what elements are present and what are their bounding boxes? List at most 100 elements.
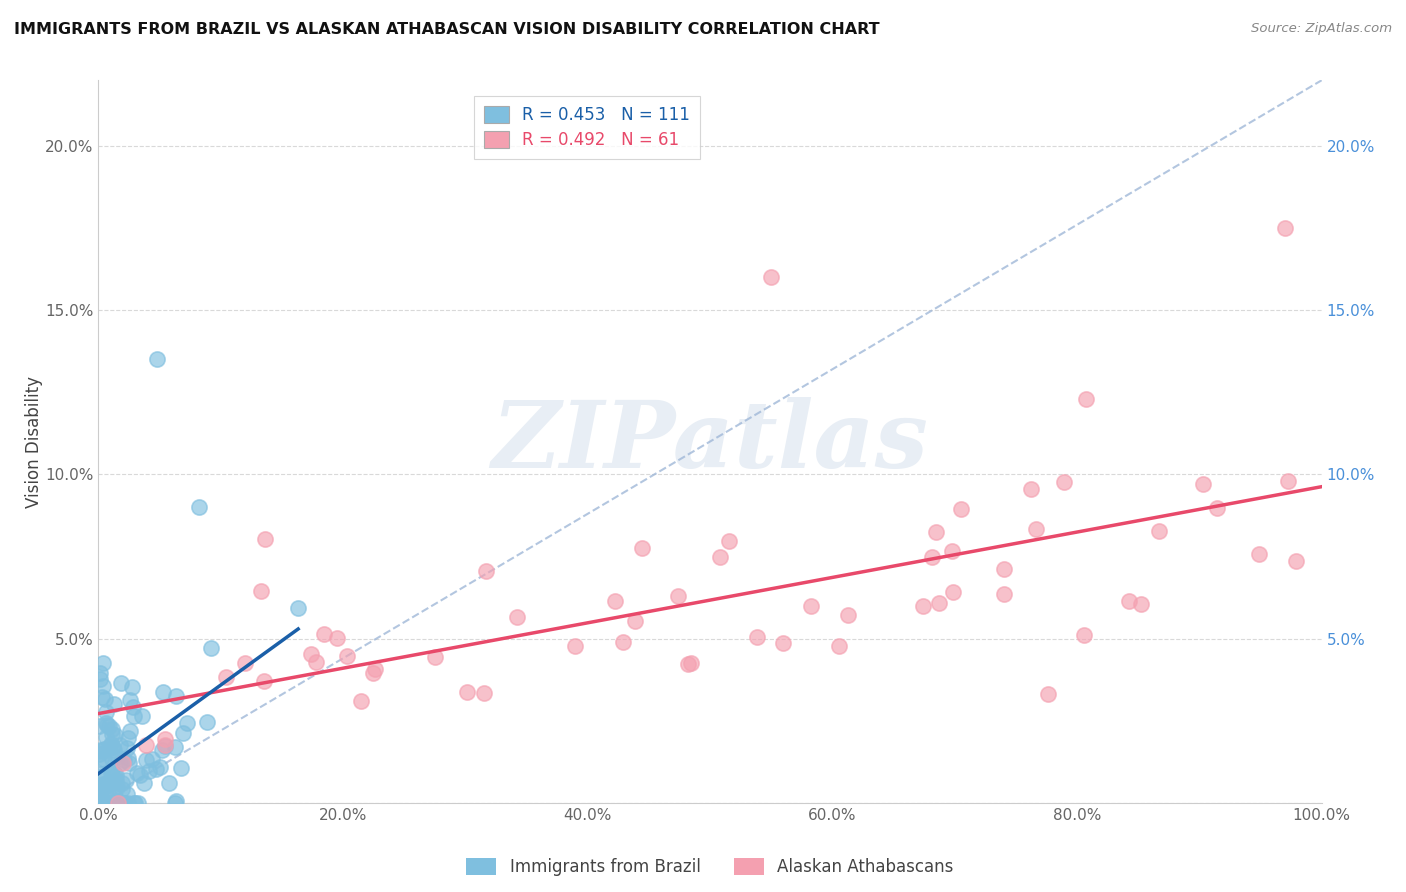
Point xyxy=(100,737,122,751)
Point xyxy=(717,533,740,548)
Point xyxy=(165,794,187,808)
Point xyxy=(1206,500,1229,515)
Point xyxy=(89,789,111,804)
Point xyxy=(326,632,349,646)
Point xyxy=(149,760,172,774)
Point xyxy=(93,752,115,766)
Point xyxy=(146,352,169,367)
Point xyxy=(233,656,256,670)
Point xyxy=(475,564,498,578)
Point xyxy=(761,270,783,285)
Point xyxy=(104,796,127,810)
Point xyxy=(91,780,114,795)
Point xyxy=(1247,547,1270,561)
Point xyxy=(631,541,654,555)
Point xyxy=(336,649,359,664)
Point xyxy=(94,777,117,791)
Point xyxy=(114,753,136,767)
Point xyxy=(155,738,177,752)
Point xyxy=(253,674,276,689)
Point xyxy=(87,747,110,761)
Point xyxy=(150,743,173,757)
Point xyxy=(127,796,149,810)
Point xyxy=(97,779,120,793)
Point xyxy=(1274,221,1296,235)
Point xyxy=(93,741,115,756)
Point xyxy=(305,655,328,669)
Point xyxy=(1192,476,1215,491)
Point xyxy=(103,766,125,780)
Point xyxy=(506,610,529,624)
Point xyxy=(91,657,114,671)
Point xyxy=(105,780,128,794)
Point xyxy=(97,796,120,810)
Text: IMMIGRANTS FROM BRAZIL VS ALASKAN ATHABASCAN VISION DISABILITY CORRELATION CHART: IMMIGRANTS FROM BRAZIL VS ALASKAN ATHABA… xyxy=(14,22,880,37)
Point xyxy=(131,709,153,723)
Point xyxy=(165,689,187,703)
Point xyxy=(110,796,132,810)
Point xyxy=(942,585,965,599)
Point xyxy=(104,789,127,804)
Point xyxy=(921,550,943,565)
Point xyxy=(107,794,129,808)
Point xyxy=(135,753,157,767)
Point xyxy=(145,762,167,776)
Point xyxy=(603,594,626,608)
Point xyxy=(1118,594,1140,608)
Point xyxy=(100,767,122,781)
Point xyxy=(115,772,138,787)
Point xyxy=(676,657,699,672)
Point xyxy=(456,685,478,699)
Point xyxy=(124,796,146,810)
Point xyxy=(98,740,121,755)
Point xyxy=(666,589,689,603)
Point xyxy=(772,635,794,649)
Point xyxy=(195,715,218,730)
Point xyxy=(122,709,145,723)
Point xyxy=(90,767,112,781)
Point xyxy=(89,788,111,802)
Point xyxy=(176,716,198,731)
Point xyxy=(110,676,132,690)
Point xyxy=(564,640,586,654)
Point xyxy=(115,741,138,756)
Point xyxy=(89,743,111,757)
Point xyxy=(111,781,134,796)
Point xyxy=(105,750,128,764)
Point xyxy=(155,739,177,754)
Point xyxy=(122,796,145,810)
Point xyxy=(105,772,128,787)
Point xyxy=(107,796,129,810)
Point xyxy=(928,596,950,610)
Point xyxy=(115,788,138,802)
Point xyxy=(101,722,124,736)
Point xyxy=(132,776,155,790)
Point xyxy=(1073,628,1095,642)
Point xyxy=(117,750,139,764)
Point xyxy=(745,630,768,644)
Point xyxy=(91,777,114,791)
Point xyxy=(312,627,335,641)
Point xyxy=(110,776,132,790)
Point xyxy=(1285,554,1308,568)
Point xyxy=(1025,521,1047,535)
Point xyxy=(301,647,323,661)
Point xyxy=(254,532,277,546)
Point xyxy=(108,756,131,770)
Point xyxy=(122,700,145,714)
Point xyxy=(97,787,120,801)
Point xyxy=(1149,524,1171,538)
Point xyxy=(157,776,180,790)
Point xyxy=(924,524,946,539)
Text: Source: ZipAtlas.com: Source: ZipAtlas.com xyxy=(1251,22,1392,36)
Point xyxy=(118,723,141,738)
Point xyxy=(117,731,139,746)
Point xyxy=(103,742,125,756)
Point xyxy=(153,731,176,746)
Point xyxy=(911,599,934,613)
Point xyxy=(1019,482,1042,496)
Point xyxy=(837,607,859,622)
Point xyxy=(104,728,127,742)
Point xyxy=(249,583,271,598)
Point xyxy=(163,739,186,754)
